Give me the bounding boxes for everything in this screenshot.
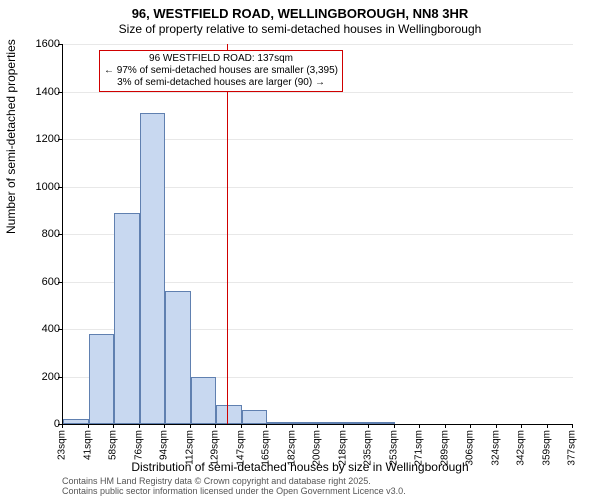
x-tick-label: 200sqm — [312, 430, 323, 466]
histogram-bar — [191, 377, 217, 425]
x-tick-mark — [292, 424, 293, 428]
x-tick-label: 23sqm — [57, 430, 68, 460]
x-tick-mark — [419, 424, 420, 428]
x-tick-label: 165sqm — [261, 430, 272, 466]
x-tick-mark — [368, 424, 369, 428]
x-tick-mark — [266, 424, 267, 428]
x-tick-mark — [496, 424, 497, 428]
callout-line-2: ← 97% of semi-detached houses are smalle… — [104, 65, 338, 77]
x-tick-label: 129sqm — [210, 430, 221, 466]
footer-attribution: Contains HM Land Registry data © Crown c… — [62, 476, 406, 497]
histogram-bar — [114, 213, 140, 424]
x-tick-label: 289sqm — [439, 430, 450, 466]
x-tick-label: 41sqm — [82, 430, 93, 460]
chart-container: 96, WESTFIELD ROAD, WELLINGBOROUGH, NN8 … — [0, 0, 600, 500]
x-tick-label: 147sqm — [235, 430, 246, 466]
x-tick-mark — [572, 424, 573, 428]
x-tick-mark — [62, 424, 63, 428]
histogram-bar — [165, 291, 191, 424]
chart-title-line1: 96, WESTFIELD ROAD, WELLINGBOROUGH, NN8 … — [0, 6, 600, 21]
histogram-bar — [369, 422, 395, 424]
y-tick-label: 200 — [20, 371, 60, 383]
x-tick-label: 58sqm — [108, 430, 119, 460]
histogram-bar — [140, 113, 166, 424]
reference-callout: 96 WESTFIELD ROAD: 137sqm ← 97% of semi-… — [99, 50, 343, 92]
gridline — [63, 44, 573, 45]
x-tick-label: 271sqm — [414, 430, 425, 466]
x-tick-label: 306sqm — [465, 430, 476, 466]
x-tick-mark — [139, 424, 140, 428]
x-tick-label: 182sqm — [286, 430, 297, 466]
histogram-bar — [216, 405, 242, 424]
y-axis-label: Number of semi-detached properties — [4, 39, 18, 234]
y-tick-label: 400 — [20, 323, 60, 335]
callout-line-3: 3% of semi-detached houses are larger (9… — [104, 77, 338, 89]
callout-line-1: 96 WESTFIELD ROAD: 137sqm — [104, 53, 338, 65]
histogram-bar — [242, 410, 268, 424]
y-tick-label: 1400 — [20, 86, 60, 98]
x-tick-label: 359sqm — [541, 430, 552, 466]
histogram-bar — [63, 419, 89, 424]
histogram-bar — [318, 422, 344, 424]
x-tick-label: 112sqm — [184, 430, 195, 465]
x-tick-mark — [317, 424, 318, 428]
y-tick-label: 1200 — [20, 133, 60, 145]
x-axis-label: Distribution of semi-detached houses by … — [0, 460, 600, 474]
x-tick-mark — [470, 424, 471, 428]
x-tick-mark — [394, 424, 395, 428]
y-tick-label: 0 — [20, 418, 60, 430]
y-tick-label: 1000 — [20, 181, 60, 193]
x-tick-label: 218sqm — [337, 430, 348, 466]
y-tick-label: 1600 — [20, 38, 60, 50]
histogram-bar — [267, 422, 293, 424]
x-tick-mark — [521, 424, 522, 428]
x-tick-mark — [445, 424, 446, 428]
y-tick-label: 600 — [20, 276, 60, 288]
chart-title-line2: Size of property relative to semi-detach… — [0, 22, 600, 36]
x-tick-mark — [215, 424, 216, 428]
y-tick-label: 800 — [20, 228, 60, 240]
x-tick-mark — [241, 424, 242, 428]
x-tick-label: 342sqm — [516, 430, 527, 466]
x-tick-mark — [343, 424, 344, 428]
x-tick-label: 377sqm — [567, 430, 578, 466]
histogram-bar — [344, 422, 370, 424]
x-tick-label: 76sqm — [133, 430, 144, 460]
x-tick-mark — [164, 424, 165, 428]
x-tick-label: 324sqm — [490, 430, 501, 466]
plot-area: 96 WESTFIELD ROAD: 137sqm ← 97% of semi-… — [62, 44, 573, 425]
histogram-bar — [293, 422, 319, 424]
x-tick-mark — [190, 424, 191, 428]
x-tick-label: 253sqm — [388, 430, 399, 466]
x-tick-mark — [547, 424, 548, 428]
x-tick-label: 94sqm — [159, 430, 170, 460]
footer-line-1: Contains HM Land Registry data © Crown c… — [62, 476, 406, 486]
footer-line-2: Contains public sector information licen… — [62, 486, 406, 496]
x-tick-mark — [113, 424, 114, 428]
x-tick-mark — [88, 424, 89, 428]
histogram-bar — [89, 334, 115, 424]
reference-line — [227, 44, 228, 424]
x-tick-label: 235sqm — [363, 430, 374, 466]
